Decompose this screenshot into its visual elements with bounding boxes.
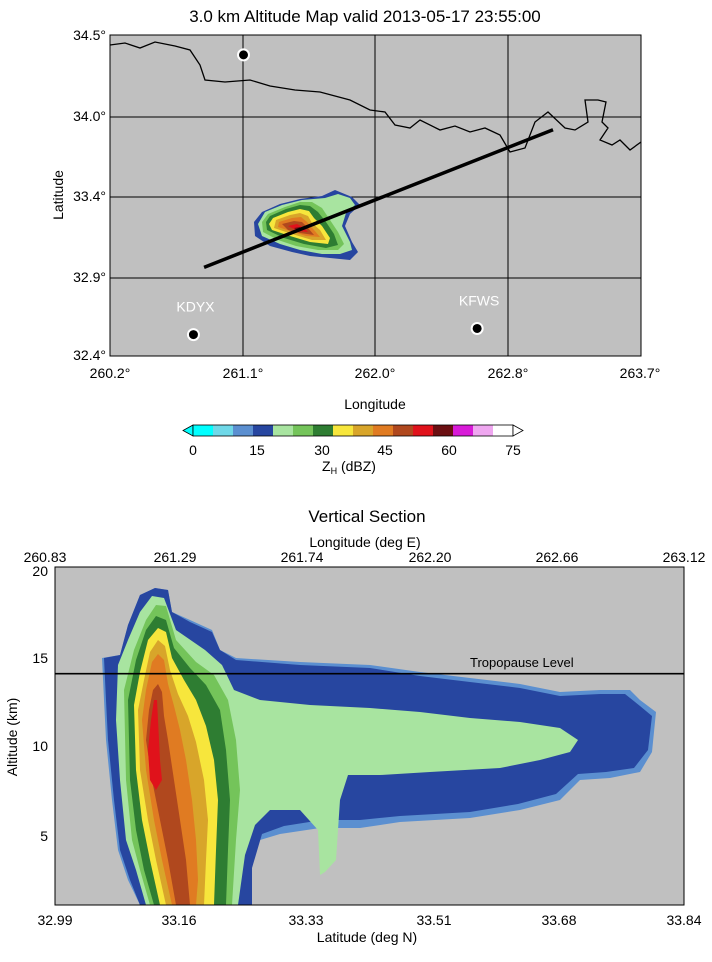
radar-stations: KDYX KFWS <box>176 48 499 342</box>
colorbar-label-main: Z <box>322 458 331 474</box>
colorbar-bin <box>273 425 294 436</box>
section-plot-area: Tropopause Level <box>55 567 684 905</box>
section-ytick: 5 <box>40 828 48 844</box>
section-bottom-tick: 33.16 <box>161 912 196 928</box>
colorbar <box>182 424 524 437</box>
colorbar-label-sub: H <box>331 466 338 476</box>
section-bottom-tick: 32.99 <box>37 912 72 928</box>
section-y-ticks: 20 15 10 5 <box>32 563 48 844</box>
colorbar-tick: 45 <box>377 442 393 458</box>
section-ytick: 10 <box>32 738 48 754</box>
colorbar-bin <box>233 425 254 436</box>
colorbar-bin <box>353 425 374 436</box>
map-ytick: 34.5° <box>73 27 106 43</box>
section-ytick: 15 <box>32 650 48 666</box>
section-title: Vertical Section <box>308 507 425 526</box>
colorbar-ticks: 0 15 30 45 60 75 <box>189 442 521 458</box>
map-frame <box>109 34 642 357</box>
section-top-tick: 260.83 <box>24 549 67 565</box>
section-x-label: Latitude (deg N) <box>317 929 417 945</box>
map-x-label: Longitude <box>344 396 406 412</box>
section-reflectivity-contour <box>148 700 162 790</box>
colorbar-bin <box>313 425 334 436</box>
section-top-tick: 263.12 <box>663 549 706 565</box>
section-top-tick: 261.74 <box>281 549 324 565</box>
section-top-tick: 262.20 <box>409 549 452 565</box>
colorbar-bin <box>293 425 314 436</box>
map-xtick: 262.0° <box>355 365 396 381</box>
colorbar-bin <box>193 425 214 436</box>
colorbar-tick: 75 <box>505 442 521 458</box>
section-ytick: 20 <box>32 563 48 579</box>
colorbar-tick: 30 <box>314 442 330 458</box>
state-border <box>109 41 642 153</box>
radar-station-label: KFWS <box>459 292 499 308</box>
map-grid <box>110 35 641 356</box>
section-bottom-tick: 33.33 <box>288 912 323 928</box>
map-y-ticks: 34.5° 34.0° 33.4° 32.9° 32.4° <box>73 27 106 363</box>
colorbar-bin <box>473 425 494 436</box>
colorbar-tick: 0 <box>189 442 197 458</box>
colorbar-bin <box>373 425 394 436</box>
section-bottom-tick: 33.68 <box>541 912 576 928</box>
map-plot-area: KDYX KFWS <box>109 35 642 356</box>
colorbar-tick: 15 <box>249 442 265 458</box>
section-frame <box>54 566 685 906</box>
section-top-tick: 262.66 <box>536 549 579 565</box>
section-y-label: Altitude (km) <box>4 698 20 777</box>
section-bottom-ticks: 32.99 33.16 33.33 33.51 33.68 33.84 <box>37 912 701 928</box>
section-bottom-tick: 33.84 <box>666 912 701 928</box>
section-reflectivity <box>102 588 656 905</box>
colorbar-bin <box>213 425 234 436</box>
colorbar-left-arrow <box>182 424 194 437</box>
colorbar-right-arrow <box>512 424 524 437</box>
map-ytick: 34.0° <box>73 108 106 124</box>
section-top-axis-label: Longitude (deg E) <box>309 534 420 550</box>
radar-station-marker <box>470 321 484 335</box>
map-xtick: 263.7° <box>620 365 661 381</box>
colorbar-label-unit: (dBZ) <box>337 458 376 474</box>
section-top-ticks: 260.83 261.29 261.74 262.20 262.66 263.1… <box>24 549 706 565</box>
map-x-ticks: 260.2° 261.1° 262.0° 262.8° 263.7° <box>90 365 661 381</box>
map-ytick: 32.9° <box>73 269 106 285</box>
section-bottom-tick: 33.51 <box>416 912 451 928</box>
map-ytick: 32.4° <box>73 347 106 363</box>
map-xtick: 261.1° <box>223 365 264 381</box>
radar-station-marker <box>186 328 200 342</box>
colorbar-bin <box>413 425 434 436</box>
colorbar-bin <box>493 425 514 436</box>
radar-station-marker <box>237 48 251 62</box>
tropopause-label: Tropopause Level <box>470 655 574 670</box>
colorbar-bin <box>453 425 474 436</box>
map-xtick: 262.8° <box>488 365 529 381</box>
colorbar-tick: 60 <box>441 442 457 458</box>
colorbar-label: ZH (dBZ) <box>322 458 376 476</box>
colorbar-bin <box>393 425 414 436</box>
section-top-tick: 261.29 <box>154 549 197 565</box>
map-y-label: Latitude <box>50 170 66 220</box>
colorbar-bin <box>253 425 274 436</box>
colorbar-bin <box>333 425 354 436</box>
map-ytick: 33.4° <box>73 188 106 204</box>
map-title: 3.0 km Altitude Map valid 2013-05-17 23:… <box>189 7 541 26</box>
radar-station-label: KDYX <box>176 299 215 315</box>
map-xtick: 260.2° <box>90 365 131 381</box>
colorbar-bin <box>433 425 454 436</box>
cross-section-line <box>203 128 554 269</box>
